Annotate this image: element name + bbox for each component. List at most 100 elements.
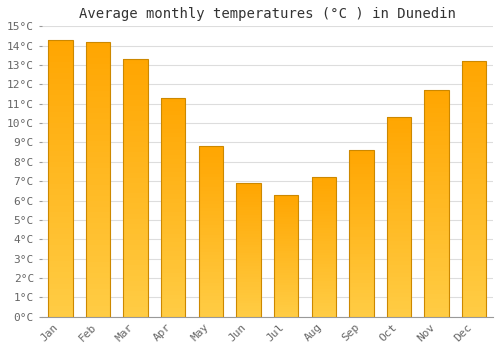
Bar [387, 193, 411, 197]
Bar [462, 240, 486, 245]
Bar [274, 253, 298, 256]
Bar [274, 246, 298, 248]
Bar [312, 308, 336, 311]
Bar [312, 183, 336, 186]
Bar [86, 64, 110, 69]
Bar [274, 312, 298, 314]
Bar [462, 307, 486, 312]
Bar [48, 156, 72, 162]
Bar [198, 184, 223, 187]
Bar [274, 287, 298, 290]
Bar [124, 296, 148, 301]
Bar [312, 284, 336, 286]
Bar [86, 119, 110, 124]
Bar [198, 279, 223, 283]
Bar [48, 123, 72, 128]
Bar [312, 289, 336, 292]
Bar [124, 193, 148, 198]
Bar [86, 91, 110, 97]
Bar [198, 197, 223, 201]
Bar [236, 282, 260, 285]
Bar [48, 167, 72, 173]
Bar [124, 178, 148, 183]
Bar [274, 300, 298, 302]
Bar [424, 217, 449, 222]
Bar [424, 117, 449, 122]
Bar [387, 261, 411, 265]
Bar [198, 313, 223, 317]
Bar [236, 285, 260, 287]
Bar [236, 207, 260, 210]
Bar [312, 233, 336, 236]
Bar [274, 307, 298, 309]
Bar [198, 215, 223, 218]
Bar [161, 142, 186, 146]
Bar [161, 286, 186, 290]
Bar [161, 198, 186, 203]
Bar [48, 112, 72, 117]
Bar [198, 310, 223, 313]
Bar [161, 234, 186, 238]
Bar [424, 154, 449, 158]
Bar [86, 289, 110, 295]
Bar [124, 307, 148, 312]
Bar [198, 286, 223, 289]
Bar [312, 205, 336, 208]
Bar [198, 303, 223, 307]
Bar [349, 230, 374, 233]
Bar [349, 174, 374, 177]
Bar [86, 267, 110, 273]
Bar [424, 262, 449, 267]
Bar [48, 40, 72, 317]
Bar [387, 297, 411, 301]
Bar [48, 73, 72, 79]
Bar [462, 158, 486, 163]
Bar [312, 230, 336, 233]
Bar [124, 183, 148, 188]
Bar [198, 262, 223, 266]
Bar [312, 278, 336, 281]
Bar [387, 117, 411, 121]
Bar [274, 258, 298, 261]
Bar [462, 168, 486, 174]
Bar [312, 270, 336, 272]
Bar [86, 174, 110, 179]
Bar [86, 42, 110, 317]
Bar [349, 270, 374, 273]
Bar [312, 256, 336, 258]
Bar [48, 284, 72, 289]
Bar [161, 150, 186, 155]
Bar [198, 208, 223, 211]
Bar [462, 87, 486, 92]
Bar [462, 128, 486, 133]
Bar [274, 236, 298, 239]
Bar [424, 208, 449, 212]
Bar [86, 306, 110, 311]
Bar [424, 235, 449, 240]
Bar [161, 229, 186, 234]
Bar [312, 180, 336, 183]
Bar [312, 286, 336, 289]
Bar [387, 229, 411, 233]
Bar [424, 289, 449, 294]
Bar [312, 225, 336, 228]
Bar [161, 98, 186, 317]
Bar [274, 212, 298, 214]
Bar [424, 294, 449, 299]
Bar [462, 276, 486, 281]
Bar [312, 267, 336, 270]
Bar [236, 306, 260, 309]
Bar [274, 219, 298, 222]
Bar [387, 265, 411, 269]
Bar [462, 179, 486, 184]
Bar [312, 216, 336, 219]
Bar [198, 232, 223, 235]
Bar [424, 186, 449, 190]
Bar [387, 249, 411, 253]
Bar [48, 68, 72, 73]
Bar [462, 271, 486, 276]
Bar [86, 295, 110, 300]
Bar [312, 191, 336, 194]
Bar [161, 155, 186, 159]
Bar [124, 203, 148, 209]
